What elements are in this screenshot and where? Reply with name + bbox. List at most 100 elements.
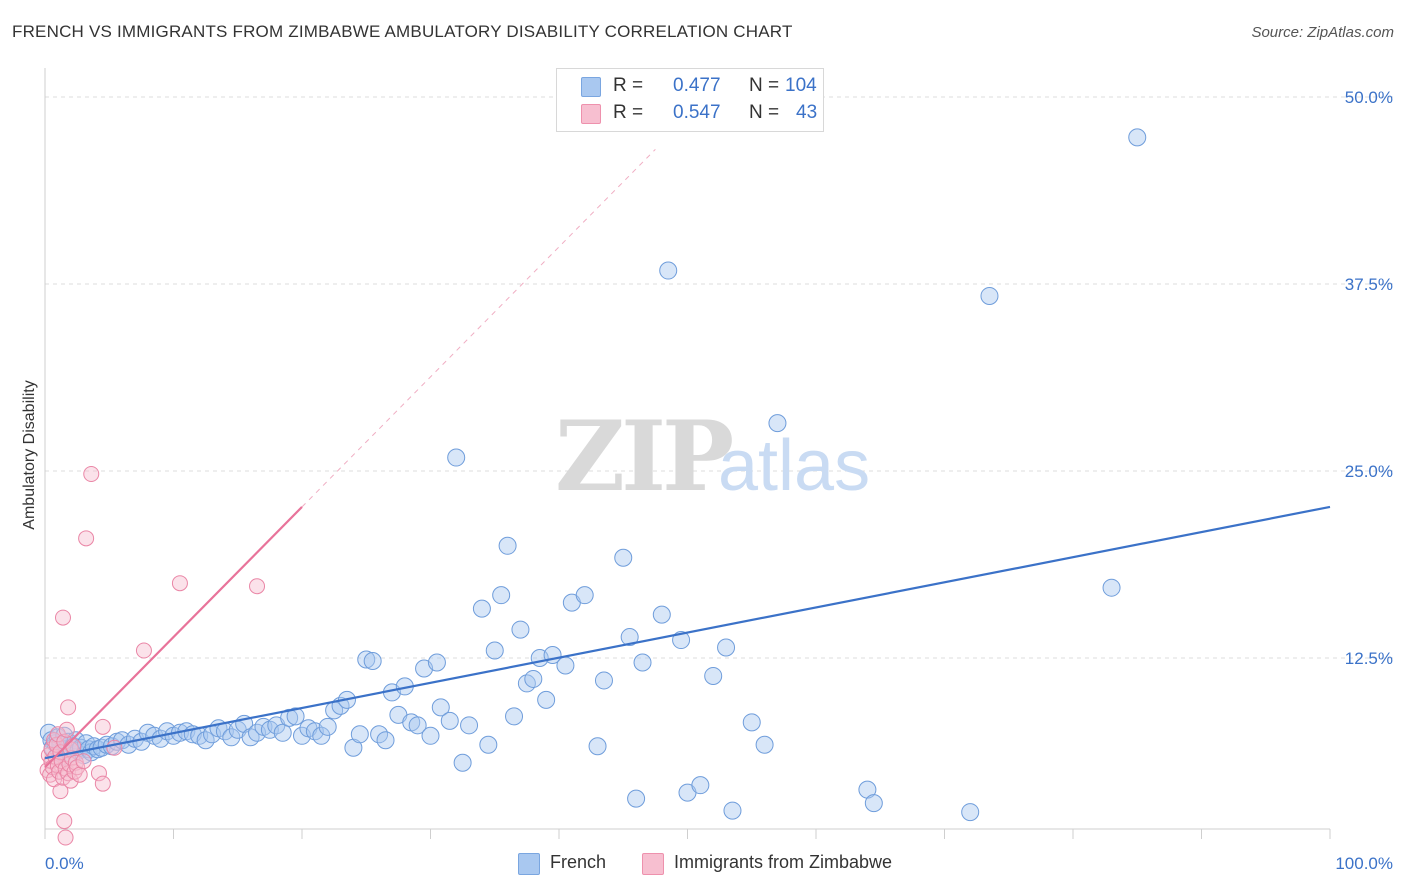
data-point-french [633,653,652,672]
data-point-french [620,628,639,647]
watermark-zip: ZIP [555,400,732,513]
data-point-french [286,707,305,726]
y-tick-label: 37.5% [1345,275,1393,294]
data-point-french [479,735,498,754]
data-point-french [350,725,369,744]
source-label: Source: ZipAtlas.com [1251,24,1394,41]
data-point-french [659,261,678,280]
data-point-french [408,716,427,735]
data-point-zimbabwe [83,465,100,482]
trendline-zimbabwe-extension [301,149,656,508]
data-point-french [524,669,543,688]
data-point-french [594,671,613,690]
data-point-french [556,656,575,675]
data-point-zimbabwe [58,721,75,738]
data-point-french [427,653,446,672]
data-point-zimbabwe [57,829,74,846]
legend-r-label: R = [613,102,644,123]
data-point-french [376,731,395,750]
legend-r-label: R = [613,75,644,96]
data-point-zimbabwe [90,765,107,782]
data-point-french [498,536,517,555]
data-point-french [588,737,607,756]
legend-n-value: 43 [796,102,818,123]
data-point-zimbabwe [71,766,88,783]
data-point-zimbabwe [54,609,71,626]
data-point-french [755,735,774,754]
y-axis-label: Ambulatory Disability [21,380,38,529]
data-point-french [447,448,466,467]
data-point-zimbabwe [52,783,69,800]
data-point-zimbabwe [171,575,188,592]
chart-title: FRENCH VS IMMIGRANTS FROM ZIMBABWE AMBUL… [12,22,793,41]
bottom-legend-label: French [550,852,607,872]
bottom-legend-swatch-french [518,853,540,875]
data-point-french [742,713,761,732]
trendline-french [44,505,1331,760]
data-point-french [517,674,536,693]
data-point-french [864,794,883,813]
legend-swatch-french [581,77,601,97]
bottom-legend-swatch-zimbabwe [642,853,664,875]
data-point-french [627,789,646,808]
data-point-zimbabwe [249,578,266,595]
data-point-french [440,711,459,730]
data-point-french [241,728,260,747]
data-point-zimbabwe [56,813,73,830]
data-point-french [273,723,292,742]
data-point-zimbabwe [94,718,111,735]
trendline-zimbabwe [44,506,303,768]
data-point-zimbabwe [94,775,111,792]
data-point-french [280,708,299,727]
x-tick-label: 0.0% [45,854,84,873]
data-point-french [505,707,524,726]
data-point-french [1128,128,1147,147]
legend-n-value: 104 [785,75,817,96]
watermark-atlas: atlas [718,426,870,506]
data-point-french [537,690,556,709]
data-point-french [961,803,980,822]
y-tick-label: 25.0% [1345,462,1393,481]
data-point-french [1102,578,1121,597]
y-tick-label: 12.5% [1345,649,1393,668]
data-point-french [575,586,594,605]
data-point-french [431,698,450,717]
data-point-french [768,414,787,433]
data-point-zimbabwe [106,739,123,756]
data-point-french [704,666,723,685]
data-point-french [485,641,504,660]
bottom-legend-label: Immigrants from Zimbabwe [674,852,893,872]
legend-n-label: N = [749,75,780,96]
data-point-zimbabwe [78,530,95,547]
data-point-french [723,801,742,820]
data-point-french [691,776,710,795]
data-point-french [717,638,736,657]
data-point-french [492,586,511,605]
data-point-zimbabwe [135,642,152,659]
legend-swatch-zimbabwe [581,104,601,124]
data-point-french [312,726,331,745]
data-point-french [363,651,382,670]
correlation-legend: R = 0.477 N = 104 R = 0.547 N = 43 [556,68,824,132]
y-tick-label: 50.0% [1345,88,1393,107]
data-point-zimbabwe [75,753,92,770]
data-point-zimbabwe [62,772,79,789]
data-point-french [357,650,376,669]
data-point-french [672,631,691,650]
data-point-french [453,753,472,772]
legend-r-value: 0.547 [673,102,721,123]
data-point-french [421,726,440,745]
data-point-zimbabwe [60,699,77,716]
data-point-french [318,717,337,736]
legend-r-value: 0.477 [673,75,721,96]
data-point-french [652,605,671,624]
legend-n-label: N = [749,102,780,123]
data-point-french [472,599,491,618]
data-point-french [511,620,530,639]
data-point-french [460,716,479,735]
data-point-french [614,548,633,567]
data-point-french [222,728,241,747]
x-tick-label: 100.0% [1335,854,1393,873]
data-point-french [980,286,999,305]
